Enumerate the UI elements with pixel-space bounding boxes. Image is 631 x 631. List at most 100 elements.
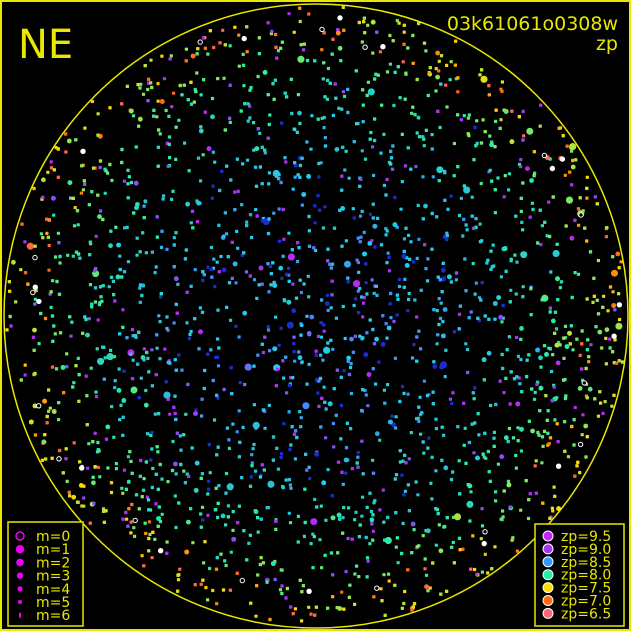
star-point xyxy=(298,578,302,582)
star-point xyxy=(464,223,468,227)
star-point xyxy=(75,209,80,213)
star-point xyxy=(318,376,323,381)
star-point xyxy=(410,521,416,527)
star-point xyxy=(375,30,379,34)
star-point xyxy=(117,367,121,371)
star-point xyxy=(237,409,241,413)
star-point xyxy=(479,181,483,186)
star-point xyxy=(325,293,330,297)
star-point xyxy=(305,58,310,63)
star-point xyxy=(409,240,413,244)
star-point xyxy=(374,336,379,342)
star-point xyxy=(230,392,234,396)
star-point xyxy=(390,414,394,418)
star-point xyxy=(118,254,122,258)
star-point xyxy=(375,293,379,297)
star-point xyxy=(108,162,112,167)
star-point xyxy=(393,356,397,360)
star-point xyxy=(260,145,264,149)
star-point xyxy=(532,150,536,154)
star-point xyxy=(186,98,190,102)
star-point xyxy=(493,211,497,215)
star-point xyxy=(346,87,350,91)
star-point xyxy=(202,273,206,277)
star-point xyxy=(23,373,27,377)
star-point xyxy=(484,456,488,460)
star-point xyxy=(47,218,51,222)
star-point xyxy=(611,333,617,339)
star-point xyxy=(520,251,528,259)
star-point xyxy=(292,350,296,354)
star-point xyxy=(434,67,438,71)
star-point xyxy=(494,119,498,123)
star-point xyxy=(553,494,557,498)
star-point xyxy=(500,320,504,324)
star-point xyxy=(267,349,272,353)
star-point xyxy=(500,352,504,357)
star-point xyxy=(120,147,124,152)
star-point xyxy=(492,444,496,448)
star-point xyxy=(394,473,399,477)
star-point xyxy=(45,421,49,425)
star-point xyxy=(20,222,24,226)
star-point xyxy=(184,59,188,63)
star-point xyxy=(237,33,241,37)
star-point xyxy=(199,512,203,516)
star-point xyxy=(159,99,165,104)
star-point xyxy=(423,243,427,247)
star-point xyxy=(389,291,393,296)
star-point xyxy=(261,350,265,355)
star-point xyxy=(556,298,560,302)
star-point xyxy=(322,385,326,389)
star-points xyxy=(5,5,624,623)
star-point xyxy=(572,443,576,447)
star-point xyxy=(158,320,162,324)
star-point xyxy=(23,240,27,244)
star-point xyxy=(604,327,610,333)
star-point xyxy=(333,82,337,86)
star-point xyxy=(141,283,145,287)
star-point xyxy=(238,440,242,444)
star-point xyxy=(508,300,512,304)
star-point xyxy=(385,336,389,340)
star-point xyxy=(85,394,89,398)
star-point xyxy=(159,292,163,296)
star-point xyxy=(394,511,398,515)
star-point xyxy=(151,530,155,534)
star-point xyxy=(387,572,391,576)
star-point xyxy=(125,225,129,229)
star-point xyxy=(313,59,317,63)
star-point xyxy=(231,536,237,542)
star-point xyxy=(78,256,82,260)
star-point xyxy=(258,265,264,271)
star-point xyxy=(166,164,170,168)
star-point xyxy=(567,330,572,336)
star-point xyxy=(434,427,438,431)
star-point xyxy=(410,111,414,115)
star-point xyxy=(83,315,87,319)
star-point xyxy=(196,47,200,51)
star-point xyxy=(397,284,402,289)
star-point xyxy=(394,415,398,419)
star-point xyxy=(50,365,54,369)
star-point xyxy=(539,103,543,107)
star-point xyxy=(519,158,523,162)
star-point xyxy=(216,501,220,505)
star-point xyxy=(143,521,147,525)
star-point xyxy=(553,418,557,422)
star-point xyxy=(254,208,258,212)
star-point xyxy=(492,301,498,306)
star-point xyxy=(65,479,69,483)
star-point xyxy=(49,290,53,294)
star-point xyxy=(189,221,193,225)
star-point xyxy=(527,353,531,357)
star-point xyxy=(346,280,350,284)
star-point xyxy=(507,335,511,339)
size-legend-marker xyxy=(17,599,23,605)
star-point xyxy=(94,390,98,394)
star-point xyxy=(118,332,122,336)
star-point xyxy=(263,335,267,339)
star-point xyxy=(499,454,505,460)
star-point xyxy=(250,235,254,240)
star-point xyxy=(259,556,263,560)
